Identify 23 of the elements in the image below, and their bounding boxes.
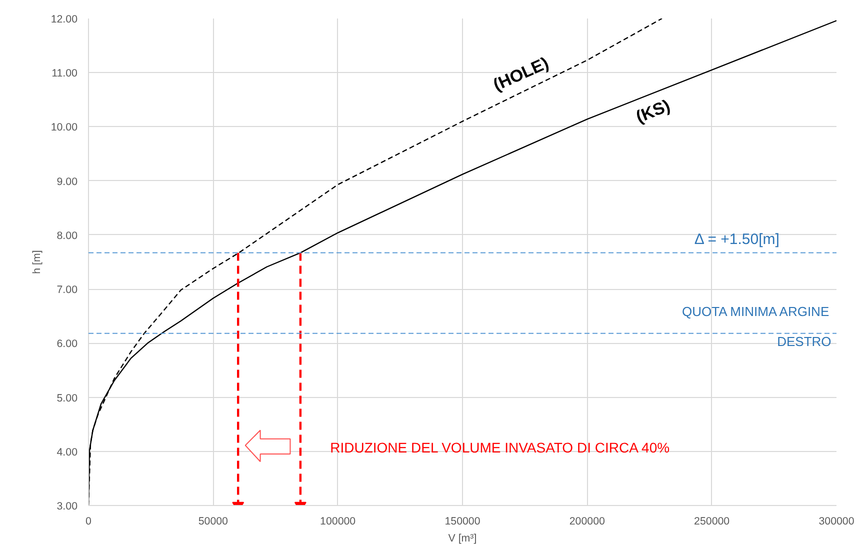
y-tick-label: 6.00	[56, 338, 78, 350]
y-tick-label: 8.00	[56, 230, 78, 242]
x-tick-label: 150000	[444, 516, 480, 528]
x-tick-label: 300000	[818, 516, 854, 528]
text: (KS)	[633, 96, 673, 127]
x-tick-label: 0	[86, 516, 92, 528]
y-tick-label: 9.00	[56, 176, 78, 188]
x-tick-label: 100000	[320, 516, 356, 528]
y-tick-label: 4.00	[56, 446, 78, 458]
y-tick-label: 10.00	[50, 122, 78, 134]
y-tick-label: 3.00	[56, 500, 78, 512]
x-tick-label: 200000	[569, 516, 606, 528]
annotation: RIDUZIONE DEL VOLUME INVASATO DI CIRCA 40%	[330, 440, 670, 456]
y-tick-label: 12.00	[50, 14, 78, 26]
ref-line-label: QUOTA MINIMA ARGINE DESTRO	[682, 304, 832, 349]
x-tick-label: 250000	[694, 516, 730, 528]
x-axis-title: V [m³]	[448, 532, 477, 544]
y-axis-title: h [m]	[30, 250, 43, 274]
y-tick-label: 5.00	[56, 392, 78, 404]
x-tick-label: 50000	[198, 516, 228, 528]
y-tick-label: 11.00	[52, 68, 78, 80]
ref-line-label: Δ = +1.50[m]	[694, 230, 780, 248]
y-tick-label: 7.00	[56, 284, 78, 296]
